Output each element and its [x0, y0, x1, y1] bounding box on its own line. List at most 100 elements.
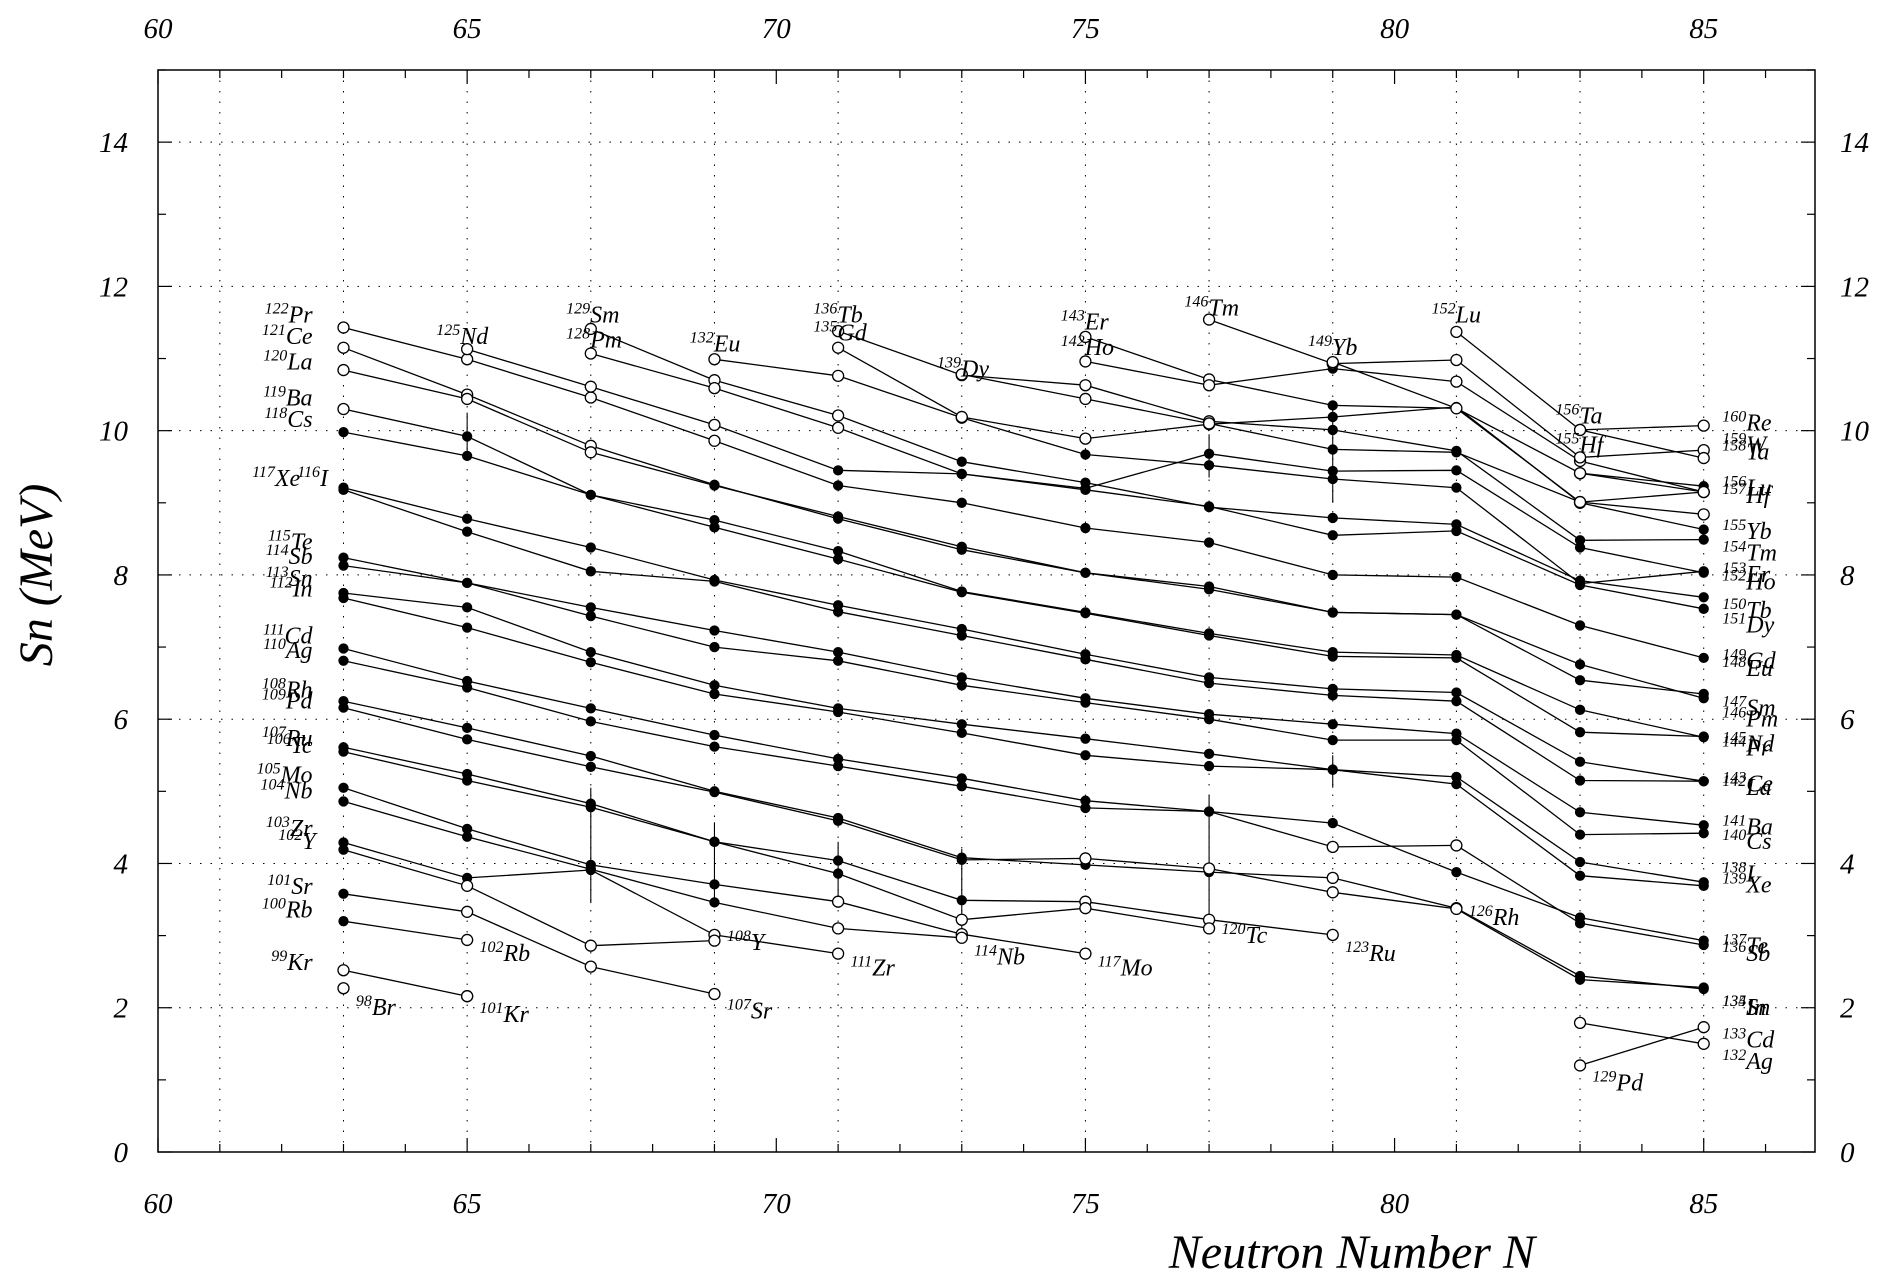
nuclide-label: 156Lu — [1722, 474, 1771, 502]
nuclide-label: 137Te — [1722, 932, 1768, 960]
data-point-measured — [1451, 778, 1462, 790]
data-point-measured — [461, 775, 473, 786]
data-point-measured — [1203, 748, 1215, 759]
data-point-measured — [1574, 807, 1586, 818]
data-point-extrapolated — [831, 895, 845, 908]
data-point-extrapolated — [584, 322, 597, 336]
data-point-measured — [338, 560, 349, 571]
data-point-extrapolated — [955, 368, 968, 381]
data-point-extrapolated — [1697, 485, 1710, 499]
data-point-measured — [1698, 939, 1709, 951]
data-point-measured — [1327, 444, 1338, 455]
data-point-extrapolated — [1697, 451, 1710, 465]
data-point-measured — [709, 625, 720, 636]
data-point-measured — [1080, 750, 1091, 761]
data-point-extrapolated — [1079, 392, 1092, 406]
data-point-measured — [338, 592, 349, 604]
data-point-measured — [461, 682, 473, 693]
data-point-measured — [461, 450, 473, 462]
data-point-measured — [1451, 734, 1462, 746]
series-line — [1579, 1026, 1704, 1067]
nuclide-label: 148Eu — [1722, 654, 1773, 682]
x-tick-label-top: 75 — [1071, 13, 1100, 45]
nuclide-label: 132Ag — [1722, 1047, 1773, 1075]
y-tick-label-right: 0 — [1840, 1137, 1855, 1169]
nuclide-label: 114Nb — [974, 942, 1025, 970]
data-point-measured — [338, 888, 349, 899]
data-point-measured — [832, 855, 844, 866]
data-point-measured — [1080, 697, 1091, 708]
data-point-measured — [461, 734, 473, 745]
data-point-extrapolated — [831, 947, 845, 960]
data-point-measured — [1698, 982, 1709, 993]
data-point-measured — [461, 602, 473, 613]
data-point-measured — [956, 895, 967, 906]
data-point-measured — [338, 844, 349, 855]
data-point-measured — [832, 465, 844, 476]
data-point-measured — [1451, 571, 1462, 583]
x-tick-label-bottom: 75 — [1071, 1188, 1100, 1220]
data-point-measured — [1574, 659, 1586, 670]
y-tick-label-left: 2 — [114, 993, 129, 1025]
nuclide-label: 160Re — [1722, 409, 1772, 437]
error-bars — [466, 405, 1334, 936]
data-point-measured — [1451, 447, 1462, 458]
data-point-measured — [1327, 512, 1338, 524]
nuclide-label: 117Xe — [252, 464, 300, 492]
series-line — [343, 647, 1704, 942]
data-point-extrapolated — [1202, 417, 1216, 430]
nuclide-label: 152Lu — [1432, 300, 1481, 328]
data-point-measured — [585, 646, 596, 658]
data-point-measured — [585, 610, 596, 622]
data-point-extrapolated — [1573, 1059, 1587, 1072]
data-point-measured — [956, 781, 967, 792]
nuclide-label: 103Zr — [266, 814, 313, 842]
series-line — [837, 330, 1704, 541]
data-point-extrapolated — [337, 982, 350, 995]
data-point-measured — [1327, 411, 1338, 423]
data-point-measured — [585, 750, 596, 762]
y-tick-label-left: 4 — [114, 848, 129, 880]
data-point-extrapolated — [708, 987, 721, 1001]
data-point-measured — [956, 497, 967, 508]
data-point-extrapolated — [1573, 495, 1587, 509]
data-point-measured — [338, 426, 349, 438]
data-point-measured — [1327, 651, 1338, 662]
data-point-extrapolated — [460, 392, 474, 406]
data-point-extrapolated — [1573, 451, 1587, 464]
data-point-measured — [585, 657, 596, 668]
series-line — [1579, 1022, 1704, 1045]
y-tick-label-right: 4 — [1840, 848, 1855, 880]
data-point-measured — [832, 655, 844, 666]
nuclide-label: 99Kr — [271, 948, 313, 976]
data-point-measured — [1574, 727, 1586, 738]
data-point-measured — [1698, 534, 1709, 545]
data-point-extrapolated — [1450, 375, 1463, 388]
nuclide-label: 145Nd — [1722, 730, 1775, 758]
data-point-measured — [338, 916, 349, 927]
data-point-extrapolated — [1573, 1016, 1587, 1030]
data-point-measured — [1080, 483, 1091, 494]
y-tick-label-right: 14 — [1840, 127, 1869, 159]
series-line — [1085, 336, 1704, 487]
data-point-measured — [956, 854, 967, 866]
data-point-extrapolated — [337, 341, 350, 354]
data-point-measured — [1451, 687, 1462, 698]
data-point-measured — [585, 716, 596, 727]
data-point-measured — [338, 746, 349, 757]
nuclide-label: 117Mo — [1098, 953, 1153, 981]
data-point-measured — [461, 622, 473, 633]
data-point-extrapolated — [831, 922, 845, 935]
data-point-extrapolated — [831, 341, 845, 354]
data-point-extrapolated — [584, 380, 597, 393]
nuclide-label: 151Dy — [1722, 611, 1774, 639]
series-line — [343, 487, 1704, 782]
data-point-measured — [956, 719, 967, 730]
data-point-measured — [709, 786, 720, 798]
series-line — [343, 408, 1704, 738]
data-point-measured — [1080, 608, 1091, 619]
y-tick-label-right: 8 — [1840, 560, 1855, 592]
nuclide-label: 109Pd — [262, 686, 314, 714]
nuclide-label: 129Sm — [566, 300, 619, 328]
data-point-measured — [1327, 607, 1338, 618]
